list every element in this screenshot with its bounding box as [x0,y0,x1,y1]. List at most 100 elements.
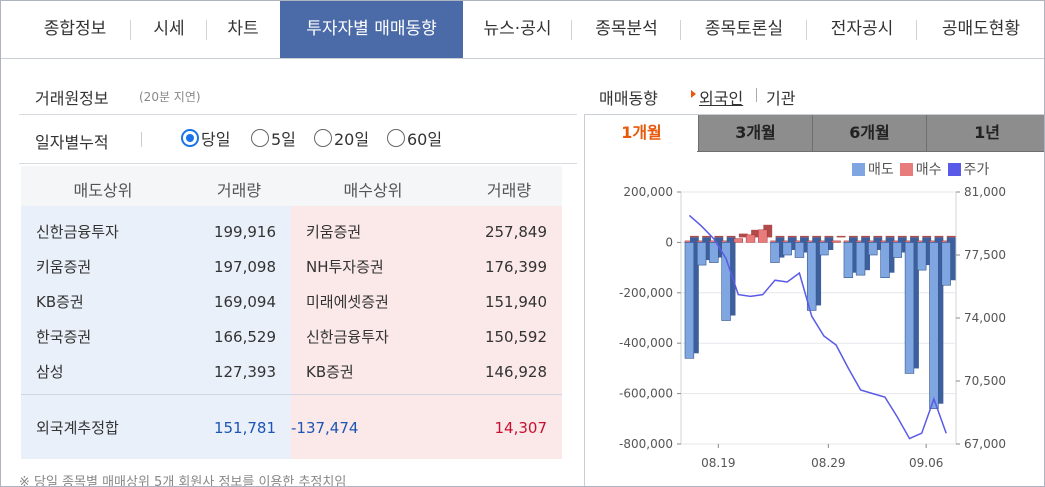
buy-column-bg [291,206,562,459]
legend-item-sell: 매도 [852,159,894,179]
sell-bar [917,242,927,271]
radio-today[interactable]: 당일 [181,127,230,149]
chart-tab-1y[interactable]: 1년 [926,115,1044,151]
sell-bar-side [922,237,932,266]
period-label: 일자별누적 [35,133,109,152]
tab-discussion[interactable]: 종목토론실 [681,1,807,58]
tab-investor-trading[interactable]: 투자자별 매매동향 [280,1,463,58]
buy-volume: 176,399 [484,258,547,276]
trader-info-title: 거래원정보 [35,89,109,108]
seller-name: 삼성 [36,363,64,381]
sell-bar [880,242,890,278]
header-sell-volume: 거래량 [216,181,262,200]
sell-volume: 166,529 [213,328,276,346]
divider [697,151,1044,152]
chart-tab-6m[interactable]: 6개월 [812,115,926,151]
sell-bar [696,242,707,266]
divider [19,163,577,164]
buy-bar-side [861,235,870,238]
buy-bar-side [714,235,724,238]
tab-overview[interactable]: 종합정보 [19,1,131,58]
divider [19,114,577,115]
radio-5day[interactable]: 5일 [251,127,296,149]
radio-icon [251,129,269,147]
sell-bar-side [800,237,809,253]
buy-volume: 150,592 [484,328,547,346]
sell-bar [868,242,878,256]
sell-bar-side [812,237,822,306]
sell-bar-side [824,237,834,250]
seller-name: 신한금융투자 [36,223,119,241]
y-right-tick-label: 70,500 [964,374,1006,388]
sell-bar [843,242,854,278]
buyer-name: KB증권 [306,363,354,381]
y-left-tick-label: -200,000 [619,286,673,300]
buy-bar-side [787,235,797,238]
buy-bar-side [836,235,846,238]
tab-stock-analysis[interactable]: 종목분석 [572,1,681,58]
legend-swatch [947,162,961,176]
radio-icon [314,129,332,147]
tab-e-disclosure[interactable]: 전자공시 [807,1,917,58]
delay-note: (20분 지연) [139,90,201,104]
chart-panel: 1개월 3개월 6개월 1년 [584,114,1044,486]
sell-bar [782,242,792,256]
chart-tab-1m[interactable]: 1개월 [585,115,698,151]
sell-bar-side [848,237,858,273]
sell-bar [794,242,805,258]
foreign-total-sell: 151,781 [213,419,276,437]
table-header [21,166,562,206]
y-right-tick-label: 81,000 [964,185,1006,199]
price-line [688,214,947,440]
x-tick-label: 08.29 [811,456,845,470]
sell-column-bg [21,206,291,459]
buyer-name: 신한금융투자 [306,328,389,346]
header-sell-top: 매도상위 [73,181,133,200]
radio-20day[interactable]: 20일 [314,127,369,149]
sell-bar-side [861,237,870,271]
sell-bar [770,242,780,263]
buyer-name: 키움증권 [306,223,362,241]
tab-news-disclosure[interactable]: 뉴스·공시 [463,1,572,58]
sell-bar [904,242,915,374]
foreign-link[interactable]: 외국인 [699,89,744,108]
buy-bar-side [726,235,736,238]
buy-volume: 257,849 [484,223,547,241]
sell-bar-side [934,237,944,404]
x-tick-label: 09.06 [909,456,943,470]
buy-bar-side [751,229,760,238]
sell-bar [709,242,719,263]
tab-chart[interactable]: 차트 [227,19,259,39]
radio-icon [387,129,405,147]
tab-quotes[interactable]: 시세 [131,1,207,58]
radio-60day[interactable]: 60일 [387,127,442,149]
buy-bar-side [848,235,858,238]
buy-bar-side [824,235,834,238]
buy-bar-side [934,235,944,238]
buyer-name: 미래에셋증권 [306,293,389,311]
legend-item-buy: 매수 [899,159,942,179]
sell-bar-side [787,237,797,250]
legend-swatch [899,162,913,176]
buy-bar [831,240,841,243]
y-left-tick-label: 0 [665,235,673,249]
legend-item-price: 주가 [947,159,989,179]
chart-tab-3m[interactable]: 3개월 [698,115,812,151]
sell-volume: 127,393 [213,363,276,381]
sell-bar-side [910,237,919,369]
top-tab-bar: 종합정보 시세 차트 투자자별 매매동향 뉴스·공시 종목분석 종목토론실 전자… [1,1,1044,59]
sell-volume: 197,098 [213,258,276,276]
buy-volume: 151,940 [484,293,547,311]
x-tick-label: 08.19 [701,456,735,470]
foreign-total-buy: 14,307 [494,419,548,437]
y-right-tick-label: 74,000 [964,311,1006,325]
sell-bar [819,242,829,256]
buy-bar [758,229,768,243]
buy-bar-side [910,235,919,238]
tab-short-selling[interactable]: 공매도현황 [941,19,1021,39]
buy-bar-side [775,235,785,238]
buy-bar-side [885,235,895,238]
institution-link[interactable]: 기관 [766,89,796,108]
foreign-total-label: 외국계추정합 [36,419,119,437]
